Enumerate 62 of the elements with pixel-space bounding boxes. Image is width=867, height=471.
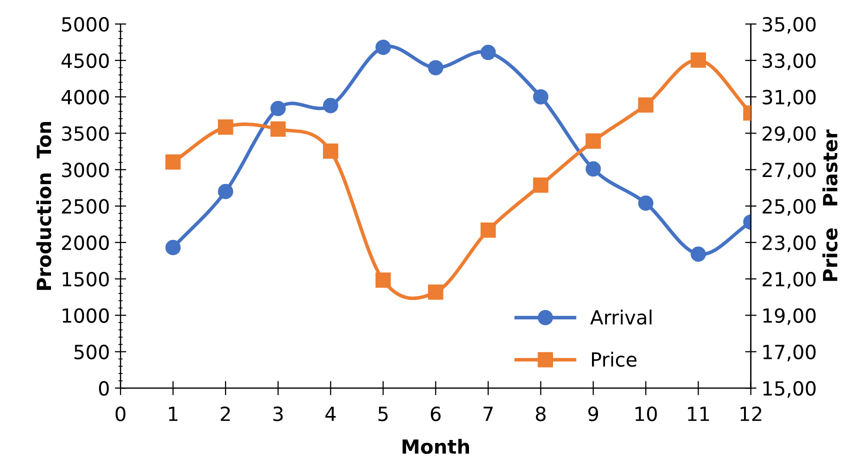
y-tick-label: 4000 <box>62 90 109 104</box>
y2-tick-label: 25,00 <box>762 199 816 216</box>
x-axis-title: Month <box>402 438 469 454</box>
point <box>638 196 654 211</box>
y2-tick-label: 23,00 <box>762 235 816 252</box>
y2-tick-label: 27,00 <box>762 162 816 180</box>
y-tick-label: 1000 <box>62 308 109 323</box>
y-tick-label: 500 <box>74 344 109 360</box>
point <box>480 222 496 238</box>
point <box>218 184 234 200</box>
x-tick-label: 3 <box>273 406 283 422</box>
point <box>480 44 496 60</box>
point <box>322 98 338 114</box>
point <box>218 119 234 135</box>
legend-label: Arrival <box>590 310 652 325</box>
point <box>165 154 181 170</box>
y2-axis-title: Price Piaster <box>822 130 838 281</box>
point <box>690 246 706 262</box>
y2-tick-label: 31,00 <box>762 90 816 106</box>
point <box>690 52 706 68</box>
y-tick-label: 3000 <box>62 162 109 178</box>
y-tick-label: 4500 <box>62 53 109 68</box>
x-tick-label: 1 <box>168 406 178 421</box>
x-tick-label: 4 <box>325 406 336 421</box>
legend-label: Price <box>592 352 636 367</box>
y2-tick-label: 19,00 <box>763 308 816 325</box>
x-tick-label: 10 <box>636 406 657 422</box>
point <box>533 177 548 193</box>
x-tick-label: 5 <box>378 406 388 422</box>
y2-tick-label: 17,00 <box>763 344 816 362</box>
point <box>270 121 286 137</box>
y-tick-label: 2000 <box>62 235 109 250</box>
y2-tick-label: 33,00 <box>762 53 816 70</box>
y2-tick-label: 21,00 <box>762 272 816 289</box>
y-tick-label: 5000 <box>62 16 109 32</box>
y2-tick-label: 35,00 <box>762 16 816 34</box>
point <box>165 240 181 256</box>
y-tick-label: 1500 <box>62 272 109 287</box>
point <box>533 89 548 104</box>
y-tick-label: 2500 <box>62 199 109 214</box>
x-tick-label: 11 <box>688 406 709 421</box>
point <box>376 40 391 55</box>
x-tick-label: 12 <box>740 406 762 421</box>
point <box>376 272 391 288</box>
point <box>638 97 654 113</box>
point <box>270 100 286 116</box>
y2-tick-label: 15,00 <box>763 381 816 398</box>
y-axis-title: Production Ton <box>36 122 52 290</box>
x-tick-label: 9 <box>588 406 598 422</box>
y-tick-label: 0 <box>99 381 109 396</box>
point <box>322 143 338 159</box>
y2-tick-label: 29,00 <box>762 126 816 143</box>
point <box>428 284 444 300</box>
x-tick-label: 6 <box>430 406 441 422</box>
x-tick-label: 7 <box>484 406 493 421</box>
point <box>586 133 601 149</box>
point <box>428 60 444 76</box>
x-tick-label: 2 <box>220 406 230 421</box>
x-tick-label: 8 <box>536 406 546 422</box>
y-tick-label: 3500 <box>62 126 109 141</box>
point <box>586 161 601 177</box>
x-tick-label: 0 <box>116 406 126 422</box>
